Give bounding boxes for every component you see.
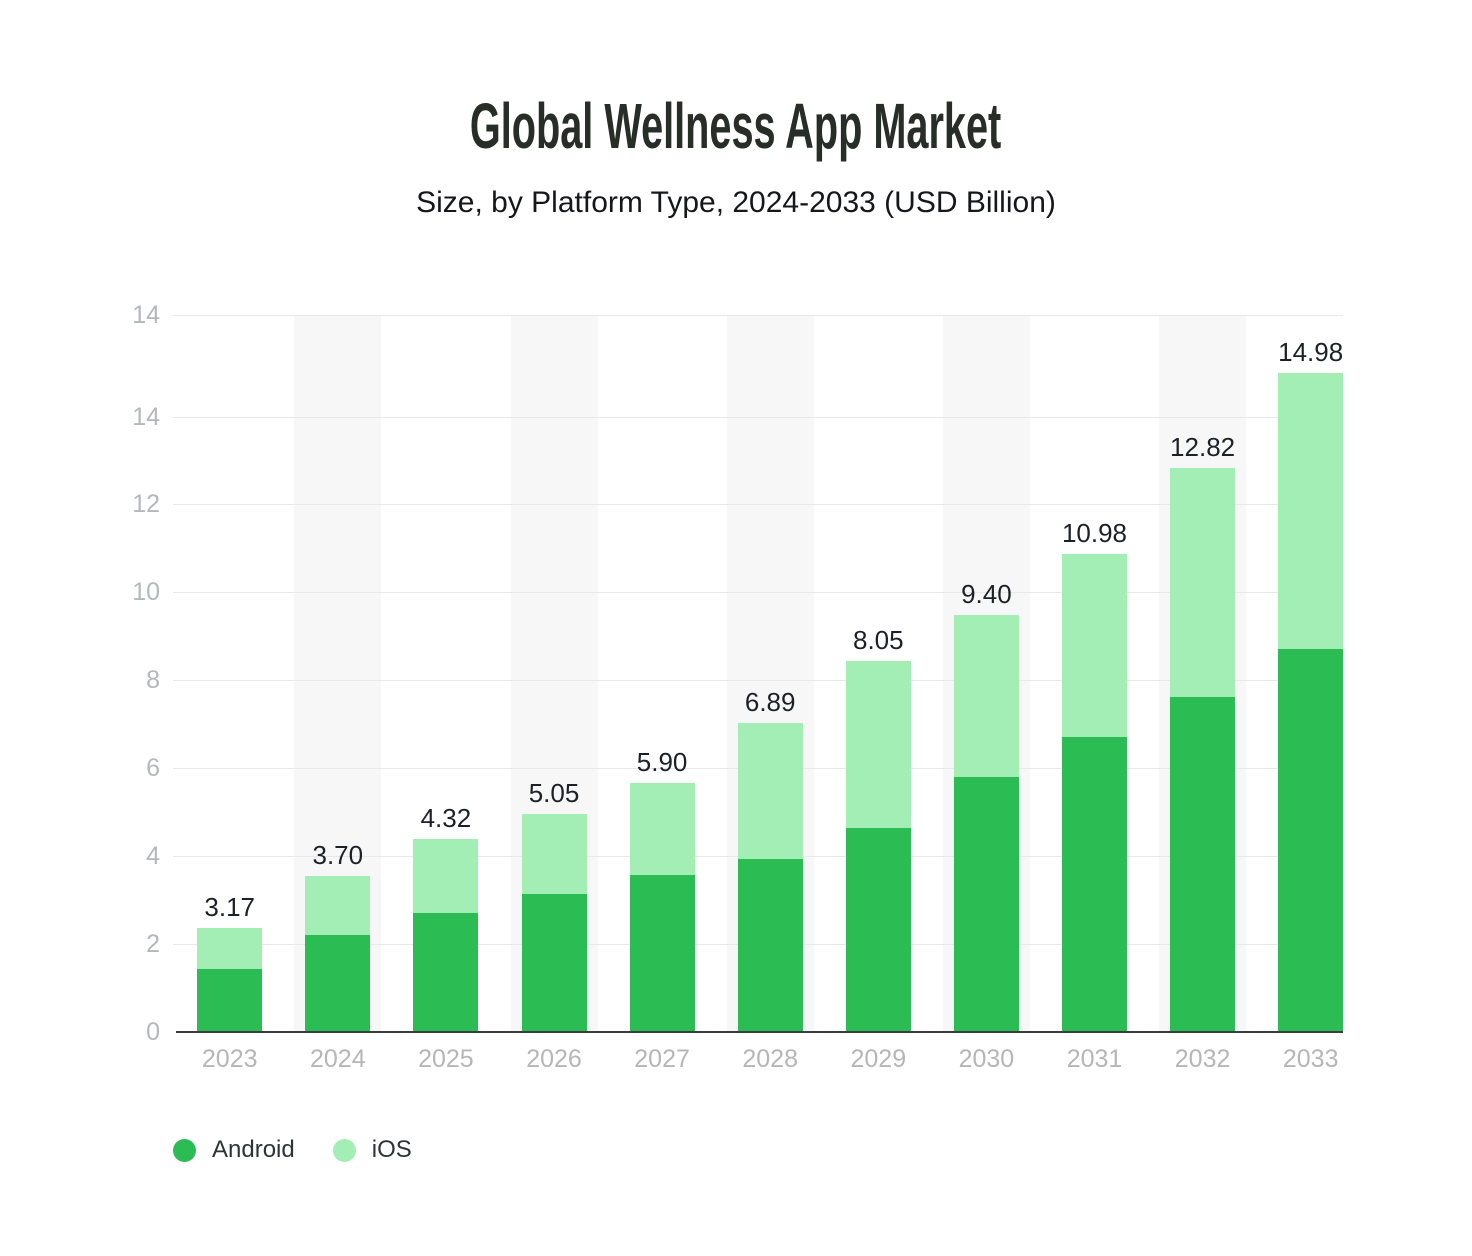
bar-android-segment — [953, 777, 1019, 1032]
bar-android-segment — [305, 935, 371, 1032]
bar-total-label: 10.98 — [1061, 517, 1128, 548]
bar-total-label: 14.98 — [1278, 337, 1344, 368]
chart-title: Global Wellness App Market — [470, 90, 1002, 162]
bar-total-label: 12.82 — [1170, 431, 1236, 462]
bar-total-label: 3.17 — [204, 891, 255, 922]
bar-android-segment — [737, 858, 803, 1032]
bar-ios-segment — [197, 927, 263, 970]
x-tick-label: 2028 — [742, 1045, 798, 1073]
bar-android-segment — [1062, 737, 1127, 1032]
x-tick-label: 2023 — [201, 1045, 258, 1073]
x-tick-label: 2024 — [309, 1045, 366, 1073]
bar-ios-segment — [1170, 467, 1236, 698]
x-tick-label: 2029 — [850, 1045, 907, 1073]
android-legend-dot-icon — [173, 1138, 196, 1162]
bar-ios-segment — [737, 723, 803, 859]
bar-ios-segment — [413, 839, 479, 914]
bar-android-segment — [845, 828, 911, 1032]
bar-total-label: 9.40 — [961, 579, 1012, 610]
bar-total-label: 5.90 — [636, 747, 688, 778]
bar-android-segment — [521, 893, 587, 1032]
bar-ios-segment — [1278, 373, 1344, 650]
plot-top-border — [173, 315, 1343, 316]
bar-android-segment — [413, 913, 479, 1032]
x-tick-label: 2026 — [526, 1045, 582, 1073]
legend: Android iOS — [173, 1136, 412, 1164]
bar-total-label: 8.05 — [852, 624, 904, 655]
y-tick-label: 2 — [146, 930, 160, 959]
bar-ios-segment — [953, 615, 1019, 778]
x-tick-label: 2031 — [1066, 1045, 1123, 1073]
x-tick-label: 2033 — [1282, 1045, 1339, 1073]
bar-android-segment — [197, 969, 263, 1032]
bar-ios-segment — [1062, 553, 1127, 738]
legend-label-android: Android — [212, 1136, 295, 1163]
bar-ios-segment — [305, 875, 371, 936]
y-axis-top-label: 14 — [132, 301, 160, 329]
legend-item-ios: iOS — [332, 1136, 412, 1164]
gridline — [173, 504, 1343, 506]
x-tick-label: 2032 — [1174, 1045, 1231, 1073]
y-tick-label: 14 — [132, 402, 160, 431]
bar-android-segment — [1170, 697, 1236, 1032]
bar-total-label: 3.70 — [312, 839, 364, 870]
y-tick-label: 4 — [146, 842, 160, 871]
bar-android-segment — [629, 875, 695, 1032]
x-tick-label: 2025 — [418, 1045, 474, 1073]
chart-title-wrap: Global Wellness App Market — [0, 94, 1472, 158]
legend-item-android: Android — [173, 1136, 295, 1164]
y-tick-label: 6 — [146, 754, 160, 783]
y-tick-label: 12 — [132, 490, 160, 519]
x-tick-label: 2030 — [958, 1045, 1015, 1073]
chart-subtitle: Size, by Platform Type, 2024-2033 (USD B… — [416, 186, 1056, 219]
gridline — [173, 416, 1343, 418]
gridline — [173, 592, 1343, 594]
y-tick-label: 8 — [146, 666, 160, 695]
bar-ios-segment — [521, 813, 587, 894]
bar-android-segment — [1278, 649, 1344, 1032]
y-tick-label: 10 — [132, 578, 160, 607]
x-tick-label: 2027 — [634, 1045, 690, 1073]
gridline — [173, 680, 1343, 682]
plot-area: 0 2 4 6 8 10 12 14 14 3.17 2023 3.70 2024 4.32 2025 5.0… — [132, 302, 1344, 1072]
bar-ios-segment — [629, 783, 695, 876]
bar-total-label: 6.89 — [744, 687, 796, 718]
ios-legend-dot-icon — [332, 1138, 356, 1162]
x-axis-line — [176, 1031, 1343, 1033]
bar-total-label: 5.05 — [528, 777, 580, 808]
y-tick-label: 0 — [146, 1018, 160, 1046]
legend-label-ios: iOS — [371, 1136, 412, 1163]
bar-ios-segment — [845, 660, 911, 829]
bar-total-label: 4.32 — [420, 803, 472, 834]
